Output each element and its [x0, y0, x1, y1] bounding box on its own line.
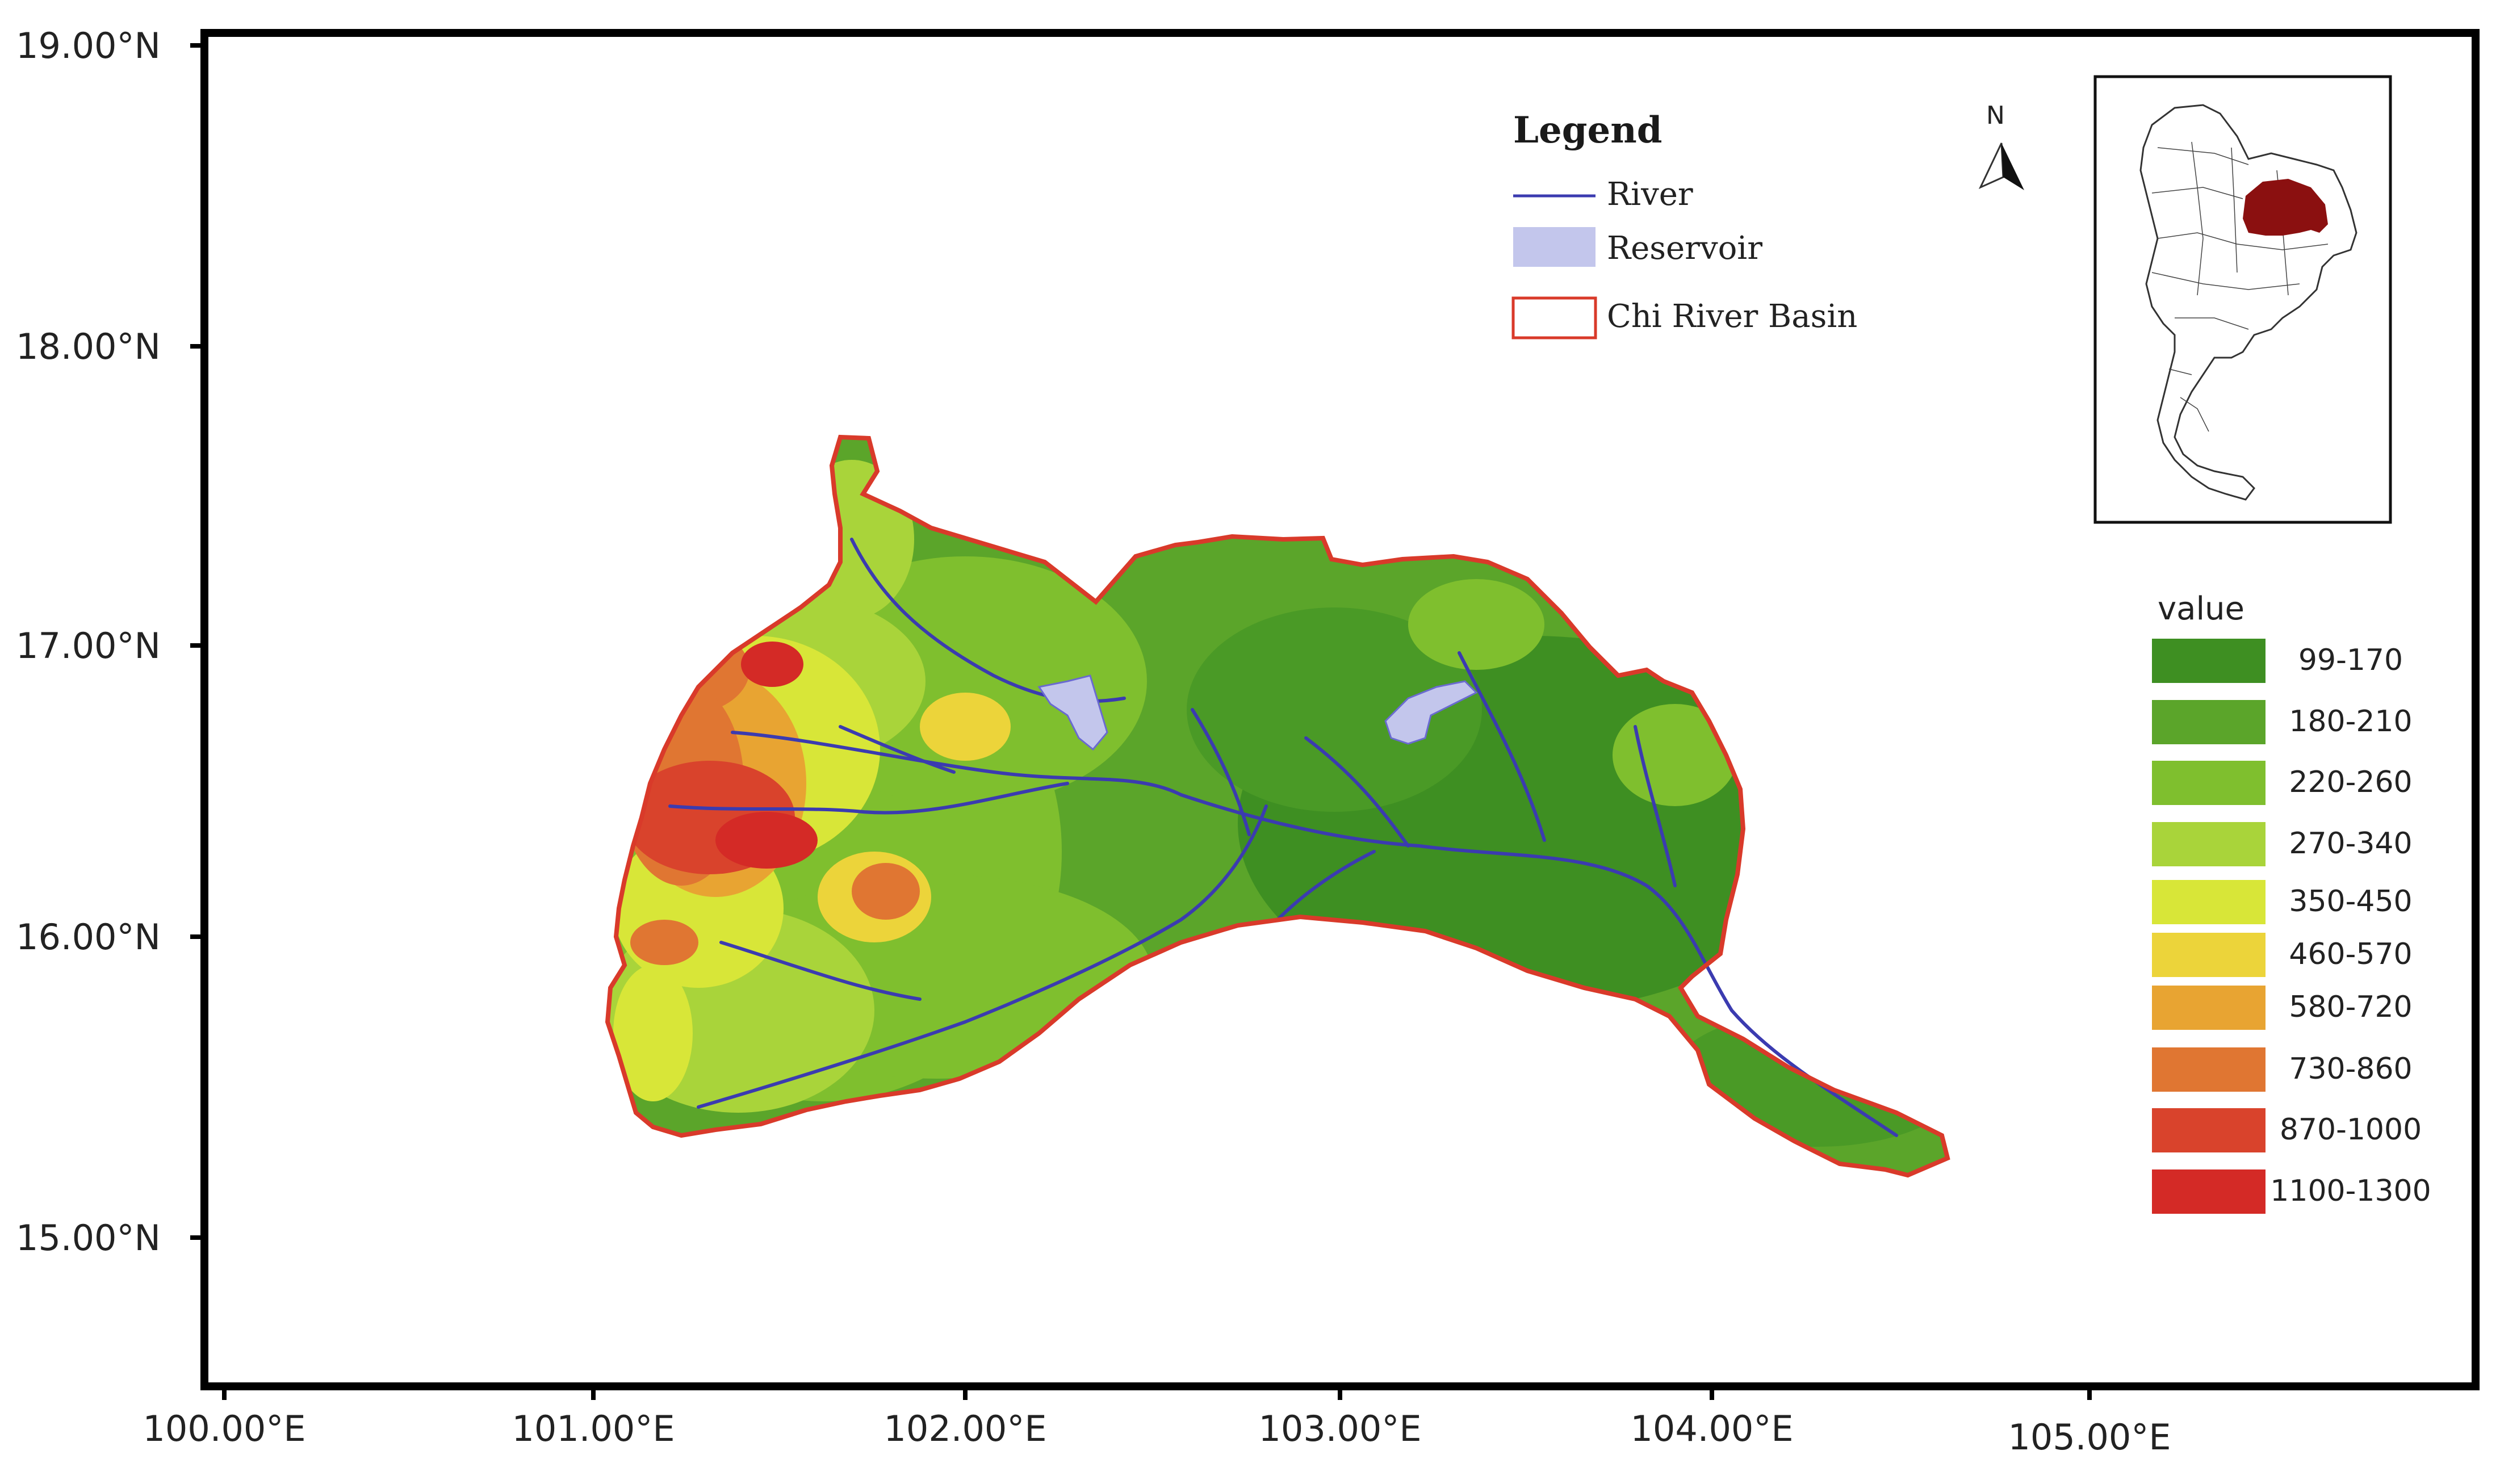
- longitude-label: 105.00°E: [2008, 1416, 2171, 1458]
- elevation-class-swatch: [2152, 986, 2266, 1030]
- elevation-class-swatch: [2152, 1108, 2266, 1152]
- elevation-class-label: 220-260: [2289, 765, 2413, 799]
- elevation-class-swatch: [2152, 933, 2266, 977]
- longitude-label: 102.00°E: [883, 1408, 1047, 1449]
- latitude-label: 19.00°N: [16, 25, 161, 66]
- elevation-class-swatch: [2152, 700, 2266, 744]
- elevation-scale-title: value: [2158, 590, 2244, 627]
- elevation-class-label: 270-340: [2289, 827, 2413, 861]
- legend-reservoir-symbol: [1513, 227, 1596, 267]
- latitude-label: 17.00°N: [16, 625, 161, 666]
- inset-locator-map: [2093, 75, 2392, 524]
- chi-basin-location-highlight: [2243, 179, 2328, 236]
- latitude-ticks: [190, 43, 204, 1240]
- reservoirs: [1037, 674, 1478, 751]
- longitude-label: 101.00°E: [512, 1408, 675, 1449]
- elevation-class-swatch: [2152, 1169, 2266, 1214]
- legend-symbols: [1511, 194, 1597, 339]
- elevation-class-swatch: [2152, 880, 2266, 924]
- elevation-class-label: 1100-1300: [2270, 1174, 2431, 1208]
- elevation-class-swatch: [2152, 822, 2266, 866]
- elevation-class-label: 870-1000: [2279, 1113, 2422, 1147]
- latitude-label: 18.00°N: [16, 326, 161, 367]
- latitude-label: 15.00°N: [16, 1217, 161, 1259]
- elevation-class-label: 730-860: [2289, 1052, 2413, 1086]
- elevation-class-swatch: [2152, 639, 2266, 683]
- elevation-class-label: 180-210: [2289, 705, 2413, 739]
- elevation-class-swatch: [2152, 1047, 2266, 1092]
- longitude-ticks: [222, 1386, 2092, 1400]
- elevation-class-label: 580-720: [2289, 990, 2413, 1024]
- latitude-label: 16.00°N: [16, 916, 161, 958]
- elevation-class-label: 460-570: [2289, 937, 2413, 971]
- chi-river-basin-boundary: [605, 434, 1950, 1178]
- longitude-label: 103.00°E: [1258, 1408, 1422, 1449]
- legend-item-river: River: [1607, 176, 1693, 213]
- elevation-class-label: 99-170: [2298, 643, 2403, 677]
- elevation-class-label: 350-450: [2289, 884, 2413, 919]
- longitude-label: 100.00°E: [143, 1408, 306, 1449]
- legend-basin-symbol: [1511, 296, 1597, 339]
- north-arrow-icon: [1978, 142, 2024, 190]
- north-arrow-label: N: [1986, 101, 2005, 130]
- longitude-label: 104.00°E: [1630, 1408, 1794, 1449]
- elevation-class-swatch: [2152, 761, 2266, 805]
- legend-item-reservoir: Reservoir: [1607, 230, 1762, 267]
- legend-item-basin: Chi River Basin: [1607, 298, 1858, 335]
- legend-title: Legend: [1513, 109, 1663, 152]
